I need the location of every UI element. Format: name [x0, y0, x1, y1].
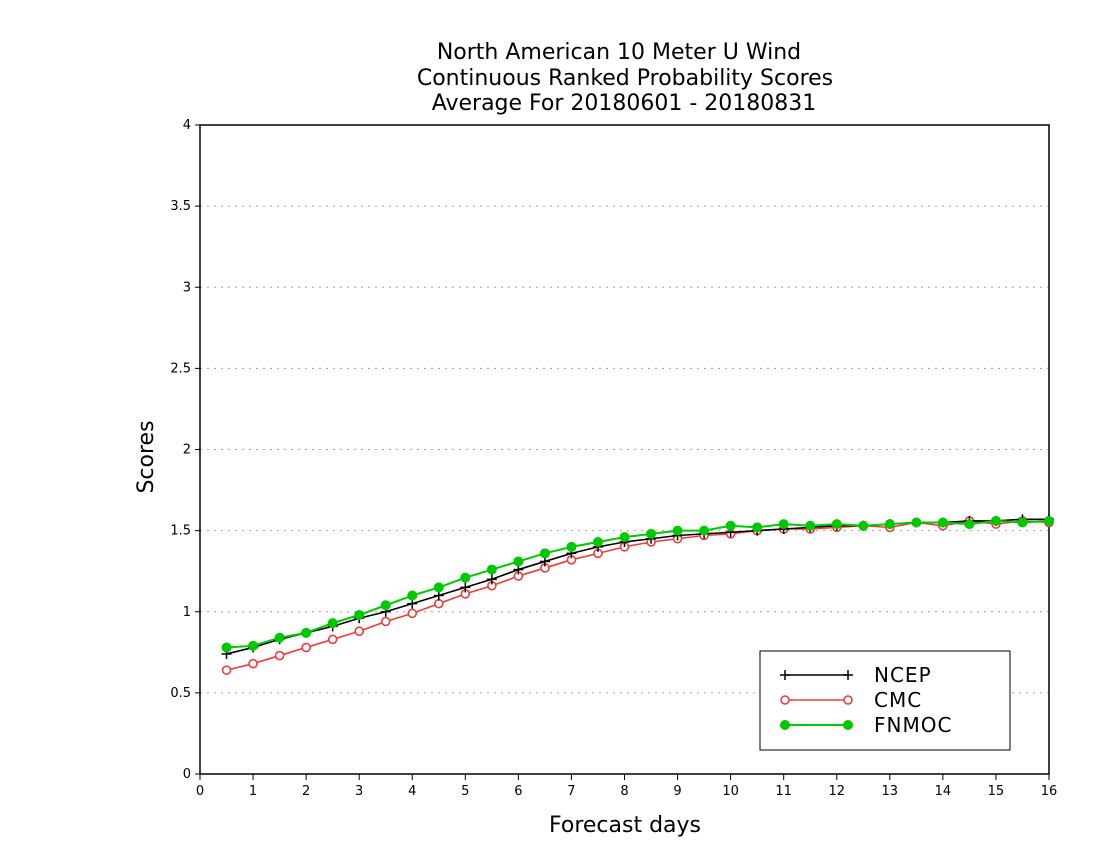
legend-item-cmc: CMC	[780, 688, 922, 712]
data-point-fnmoc	[858, 520, 869, 531]
y-tick-label: 1.5	[170, 524, 191, 539]
data-point-fnmoc	[1017, 517, 1028, 528]
legend-item-fnmoc: FNMOC	[780, 713, 952, 737]
data-point-fnmoc	[460, 572, 471, 583]
legend-marker-ncep	[843, 670, 853, 680]
x-tick-label: 15	[988, 784, 1005, 799]
grid	[200, 205, 1049, 694]
title-line-3: Average For 20180601 - 20180831	[432, 91, 817, 116]
data-point-fnmoc	[884, 519, 895, 530]
data-point-cmc	[407, 608, 418, 619]
legend-marker-fnmoc	[780, 720, 790, 730]
data-point-fnmoc	[752, 522, 763, 533]
x-tick-label: 1	[249, 784, 257, 799]
y-tick-label: 4	[183, 118, 191, 133]
data-point-cmc	[221, 665, 232, 675]
y-axis-label: Scores	[134, 420, 159, 493]
legend-label-ncep: NCEP	[874, 663, 932, 687]
data-point-fnmoc	[221, 642, 232, 653]
legend-marker-cmc	[780, 695, 790, 705]
data-point-cmc	[327, 634, 338, 645]
data-point-fnmoc	[937, 517, 948, 528]
data-point-cmc	[301, 642, 311, 653]
data-point-ncep	[460, 582, 471, 593]
title-line-1: North American 10 Meter U Wind	[437, 40, 801, 65]
data-point-cmc	[354, 626, 364, 637]
y-tick-label: 2	[183, 443, 191, 458]
series	[221, 514, 1054, 675]
x-tick-label: 14	[935, 784, 952, 799]
data-point-fnmoc	[380, 600, 391, 611]
data-point-fnmoc	[699, 525, 710, 536]
data-point-fnmoc	[407, 590, 418, 601]
y-tick-label: 0.5	[170, 686, 191, 701]
legend-label-fnmoc: FNMOC	[874, 713, 952, 737]
data-point-fnmoc	[539, 548, 550, 559]
data-point-fnmoc	[566, 541, 577, 552]
x-tick-label: 2	[302, 784, 310, 799]
legend-marker-ncep	[780, 670, 790, 680]
legend-marker-cmc	[843, 695, 853, 705]
legend-label-cmc: CMC	[874, 688, 922, 712]
x-tick-label: 9	[673, 784, 681, 799]
x-tick-label: 5	[461, 784, 469, 799]
x-tick-label: 0	[196, 784, 204, 799]
legend-marker-fnmoc	[843, 720, 853, 730]
data-point-fnmoc	[911, 517, 922, 528]
y-tick-label: 3	[183, 280, 191, 295]
x-tick-label: 16	[1041, 784, 1058, 799]
title-line-2: Continuous Ranked Probability Scores	[417, 66, 833, 91]
y-tick-label: 1	[183, 605, 191, 620]
data-point-fnmoc	[354, 609, 365, 620]
data-point-fnmoc	[274, 632, 285, 643]
data-point-fnmoc	[301, 627, 312, 638]
chart-title: North American 10 Meter U Wind Continuou…	[417, 40, 833, 116]
y-tick-label: 3.5	[170, 199, 191, 214]
x-tick-label: 10	[722, 784, 739, 799]
series-fnmoc	[221, 515, 1054, 653]
x-tick-label: 4	[408, 784, 416, 799]
data-point-fnmoc	[486, 564, 497, 575]
data-point-fnmoc	[248, 640, 259, 651]
data-point-fnmoc	[592, 536, 603, 547]
data-point-fnmoc	[513, 556, 524, 567]
data-point-cmc	[380, 616, 391, 627]
data-point-fnmoc	[831, 519, 842, 530]
x-axis-label: Forecast days	[549, 813, 701, 838]
data-point-fnmoc	[672, 525, 683, 536]
data-point-fnmoc	[619, 532, 630, 543]
data-point-ncep	[486, 574, 497, 585]
x-tick-label: 13	[882, 784, 899, 799]
data-point-fnmoc	[964, 519, 975, 530]
x-tick-label: 6	[514, 784, 522, 799]
y-tick-label: 2.5	[170, 361, 191, 376]
data-point-fnmoc	[778, 519, 789, 530]
legend-item-ncep: NCEP	[780, 663, 932, 687]
data-point-fnmoc	[805, 520, 816, 531]
x-tick-label: 7	[567, 784, 575, 799]
x-tick-label: 8	[620, 784, 628, 799]
y-tick-label: 0	[183, 767, 191, 782]
x-tick-label: 3	[355, 784, 363, 799]
axis-ticks: 00.511.522.533.540 1 2 3 4 5 6 7 8 9 10 11 12 13 14 15 1…	[170, 118, 1057, 799]
data-point-cmc	[274, 650, 285, 661]
data-point-cmc	[433, 598, 444, 609]
x-tick-label: 12	[828, 784, 845, 799]
data-point-fnmoc	[1044, 515, 1054, 526]
data-point-fnmoc	[433, 582, 444, 593]
series-line-cmc	[226, 520, 1050, 671]
data-point-fnmoc	[327, 618, 338, 629]
data-point-fnmoc	[725, 520, 736, 531]
data-point-fnmoc	[646, 528, 657, 539]
data-point-cmc	[248, 658, 258, 669]
x-tick-label: 11	[775, 784, 792, 799]
data-point-fnmoc	[990, 515, 1001, 526]
